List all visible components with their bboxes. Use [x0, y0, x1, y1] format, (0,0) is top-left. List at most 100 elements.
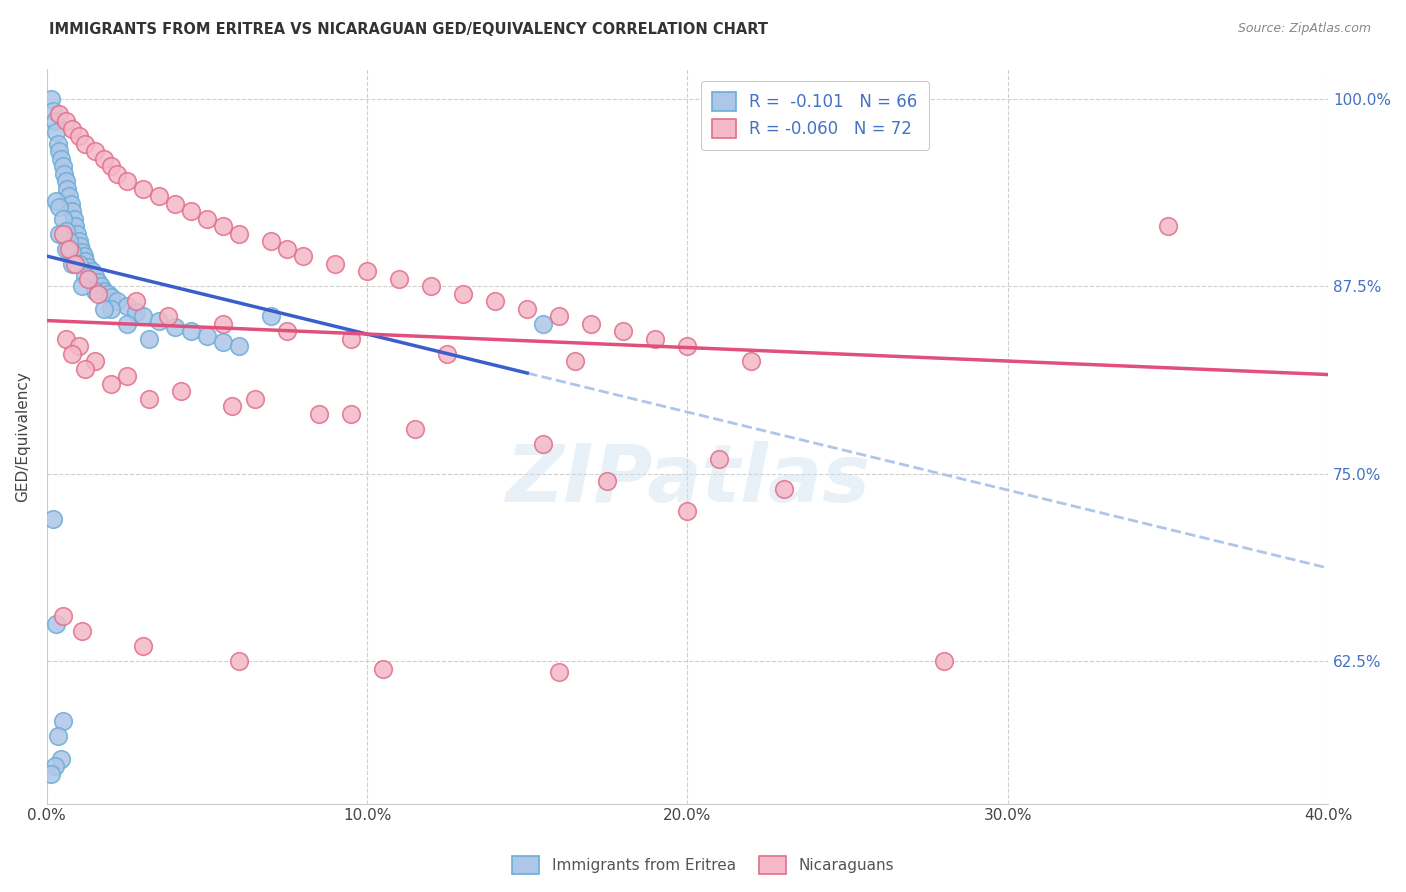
Point [157, 309, 180, 323]
Legend: R =  -0.101   N = 66, R = -0.060   N = 72: R = -0.101 N = 66, R = -0.060 N = 72 [700, 80, 929, 150]
Point [388, 271, 411, 285]
Point [772, 482, 794, 496]
Point [49, 152, 72, 166]
Point [60, 121, 83, 136]
Y-axis label: GED/Equivalency: GED/Equivalency [15, 371, 30, 501]
Point [676, 339, 699, 353]
Point [87, 286, 110, 301]
Point [48, 227, 70, 241]
Text: Source: ZipAtlas.com: Source: ZipAtlas.com [1237, 22, 1371, 36]
Point [80, 264, 103, 278]
Point [180, 324, 202, 338]
Point [115, 174, 138, 188]
Point [105, 294, 128, 309]
Point [42, 511, 65, 525]
Point [52, 159, 75, 173]
Point [323, 256, 346, 270]
Point [451, 286, 474, 301]
Text: IMMIGRANTS FROM ERITREA VS NICARAGUAN GED/EQUIVALENCY CORRELATION CHART: IMMIGRANTS FROM ERITREA VS NICARAGUAN GE… [49, 22, 768, 37]
Point [59, 196, 82, 211]
Point [596, 474, 619, 488]
Point [612, 324, 634, 338]
Point [221, 399, 243, 413]
Point [932, 654, 955, 668]
Point [70, 279, 93, 293]
Point [67, 234, 90, 248]
Point [83, 144, 105, 158]
Point [60, 256, 83, 270]
Point [676, 504, 699, 518]
Point [531, 436, 554, 450]
Point [228, 227, 250, 241]
Point [371, 662, 394, 676]
Point [740, 354, 762, 368]
Point [356, 264, 378, 278]
Point [308, 407, 330, 421]
Point [77, 271, 100, 285]
Point [69, 238, 91, 252]
Point [60, 346, 83, 360]
Point [564, 354, 586, 368]
Point [340, 407, 363, 421]
Point [55, 242, 77, 256]
Point [53, 167, 76, 181]
Point [45, 124, 67, 138]
Point [138, 392, 160, 406]
Point [212, 317, 235, 331]
Text: ZIPatlas: ZIPatlas [505, 442, 870, 519]
Point [93, 301, 115, 316]
Point [243, 392, 266, 406]
Point [67, 256, 90, 270]
Point [49, 751, 72, 765]
Point [180, 204, 202, 219]
Point [52, 227, 75, 241]
Point [132, 309, 155, 323]
Point [46, 729, 69, 743]
Point [48, 200, 70, 214]
Legend: Immigrants from Eritrea, Nicaraguans: Immigrants from Eritrea, Nicaraguans [506, 850, 900, 880]
Point [45, 194, 67, 208]
Point [66, 227, 89, 241]
Point [484, 294, 506, 309]
Point [48, 144, 70, 158]
Point [58, 189, 80, 203]
Point [41, 766, 63, 780]
Point [65, 256, 87, 270]
Point [65, 219, 87, 233]
Point [100, 289, 122, 303]
Point [148, 189, 170, 203]
Point [55, 174, 77, 188]
Point [125, 304, 148, 318]
Point [548, 665, 571, 679]
Point [58, 234, 80, 248]
Point [132, 181, 155, 195]
Point [55, 114, 77, 128]
Point [170, 384, 193, 398]
Point [75, 268, 97, 283]
Point [83, 268, 105, 283]
Point [115, 369, 138, 384]
Point [75, 136, 97, 151]
Point [420, 279, 443, 293]
Point [340, 332, 363, 346]
Point [67, 339, 90, 353]
Point [70, 624, 93, 639]
Point [52, 714, 75, 728]
Point [548, 309, 571, 323]
Point [45, 616, 67, 631]
Point [93, 152, 115, 166]
Point [115, 317, 138, 331]
Point [77, 260, 100, 274]
Point [115, 299, 138, 313]
Point [96, 286, 118, 301]
Point [212, 219, 235, 233]
Point [436, 346, 458, 360]
Point [75, 253, 97, 268]
Point [709, 451, 731, 466]
Point [404, 421, 426, 435]
Point [260, 234, 283, 248]
Point [100, 301, 122, 316]
Point [105, 167, 128, 181]
Point [276, 324, 298, 338]
Point [55, 332, 77, 346]
